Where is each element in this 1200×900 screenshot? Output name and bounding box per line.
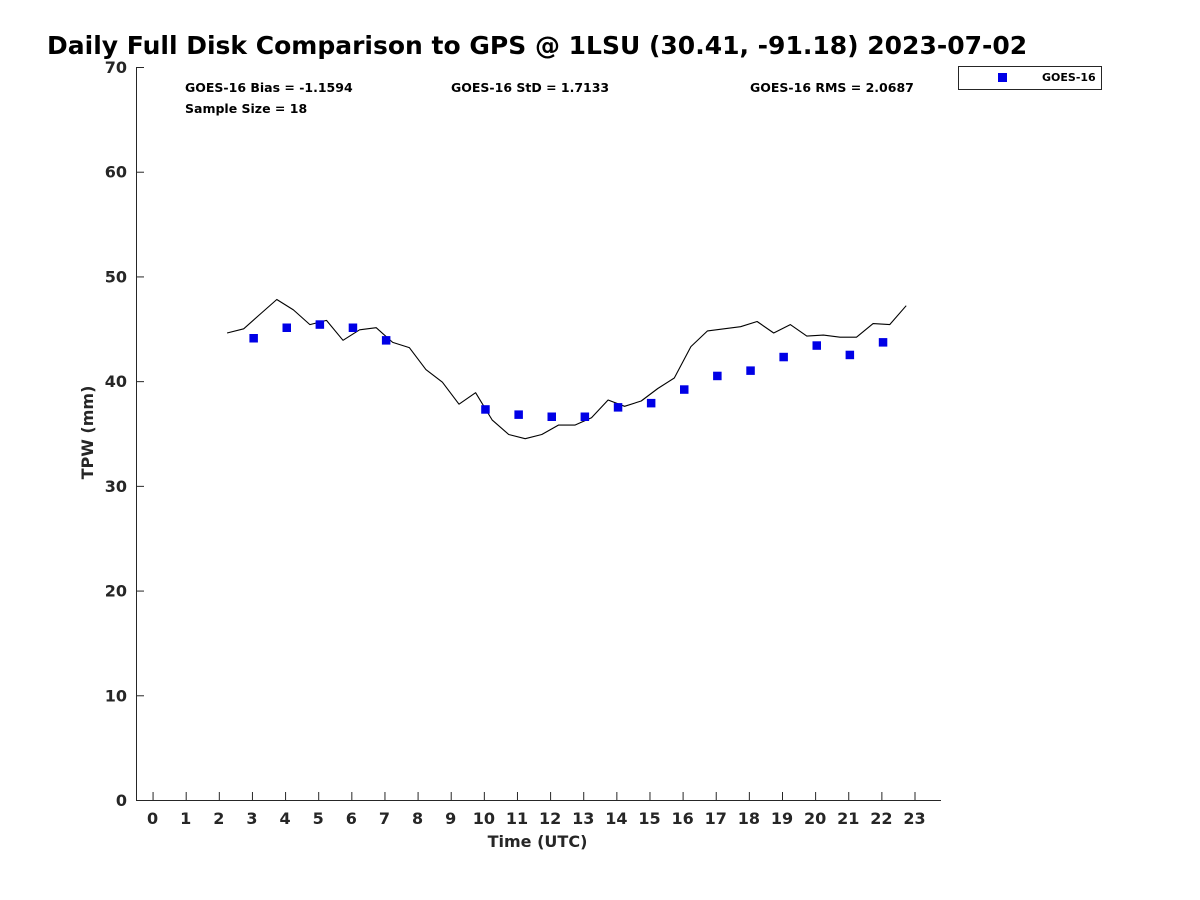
goes16-point <box>779 352 788 362</box>
x-tick-label: 5 <box>313 809 324 828</box>
x-axis-ticks: 0 1 2 3 4 5 6 7 8 9 10 11 12 13 14 15 16 17 18 19 20 21 22 23 <box>147 792 926 828</box>
y-axis-label: TPW (mm) <box>78 386 97 480</box>
goes16-point <box>282 323 291 332</box>
legend-box <box>958 66 1102 90</box>
y-axis-ticks: 0 10 20 30 40 50 60 70 <box>105 58 144 810</box>
goes16-point <box>680 385 689 394</box>
legend: GOES-16 <box>958 66 1102 90</box>
goes16-marker-series <box>249 320 888 421</box>
chart-title: Daily Full Disk Comparison to GPS @ 1LSU… <box>47 31 1027 60</box>
x-tick-label: 21 <box>837 809 859 828</box>
goes16-point <box>878 338 888 347</box>
x-tick-label: 10 <box>473 809 495 828</box>
goes16-point <box>481 405 490 414</box>
y-tick-label: 40 <box>105 372 127 391</box>
y-tick-label: 10 <box>105 686 127 705</box>
x-tick-label: 9 <box>445 809 456 828</box>
axes <box>136 67 941 801</box>
x-tick-label: 16 <box>671 809 693 828</box>
x-tick-label: 3 <box>246 809 257 828</box>
legend-marker <box>998 73 1007 82</box>
y-tick-label: 0 <box>116 791 127 810</box>
goes16-point <box>746 366 755 375</box>
goes16-point <box>348 323 358 332</box>
x-tick-label: 13 <box>572 809 594 828</box>
x-tick-label: 2 <box>213 809 224 828</box>
goes16-point <box>613 403 623 412</box>
goes16-point <box>812 341 821 350</box>
goes16-point <box>547 412 556 421</box>
goes16-point <box>646 398 656 408</box>
x-tick-label: 7 <box>379 809 390 828</box>
x-tick-label: 22 <box>870 809 892 828</box>
x-tick-label: 17 <box>705 809 727 828</box>
y-tick-label: 30 <box>105 477 127 496</box>
sample-size-stat: Sample Size = 18 <box>185 101 307 116</box>
x-tick-label: 20 <box>804 809 826 828</box>
goes16-point <box>713 371 722 381</box>
goes16-point <box>315 320 325 329</box>
goes16-point <box>249 334 258 343</box>
goes16-point <box>381 336 391 345</box>
x-tick-label: 19 <box>771 809 793 828</box>
x-axis-label: Time (UTC) <box>488 832 588 851</box>
x-tick-label: 1 <box>180 809 191 828</box>
x-tick-label: 23 <box>903 809 925 828</box>
x-tick-label: 6 <box>346 809 357 828</box>
x-tick-label: 11 <box>506 809 528 828</box>
y-tick-label: 20 <box>105 582 127 601</box>
std-stat: GOES-16 StD = 1.7133 <box>451 80 609 95</box>
bias-stat: GOES-16 Bias = -1.1594 <box>185 80 353 95</box>
rms-stat: GOES-16 RMS = 2.0687 <box>750 80 914 95</box>
x-tick-label: 18 <box>738 809 760 828</box>
x-tick-label: 12 <box>539 809 561 828</box>
x-tick-label: 4 <box>280 809 291 828</box>
y-tick-label: 70 <box>105 58 127 77</box>
goes16-point <box>580 412 590 421</box>
gps-line-series <box>226 298 907 440</box>
goes16-point <box>514 410 523 419</box>
goes16-point <box>845 350 855 360</box>
legend-label: GOES-16 <box>1042 71 1096 84</box>
x-tick-label: 8 <box>412 809 423 828</box>
x-tick-label: 14 <box>605 809 627 828</box>
y-tick-label: 50 <box>105 267 127 286</box>
x-tick-label: 15 <box>638 809 660 828</box>
gps-line <box>226 298 907 440</box>
y-tick-label: 60 <box>105 163 127 182</box>
x-tick-label: 0 <box>147 809 158 828</box>
